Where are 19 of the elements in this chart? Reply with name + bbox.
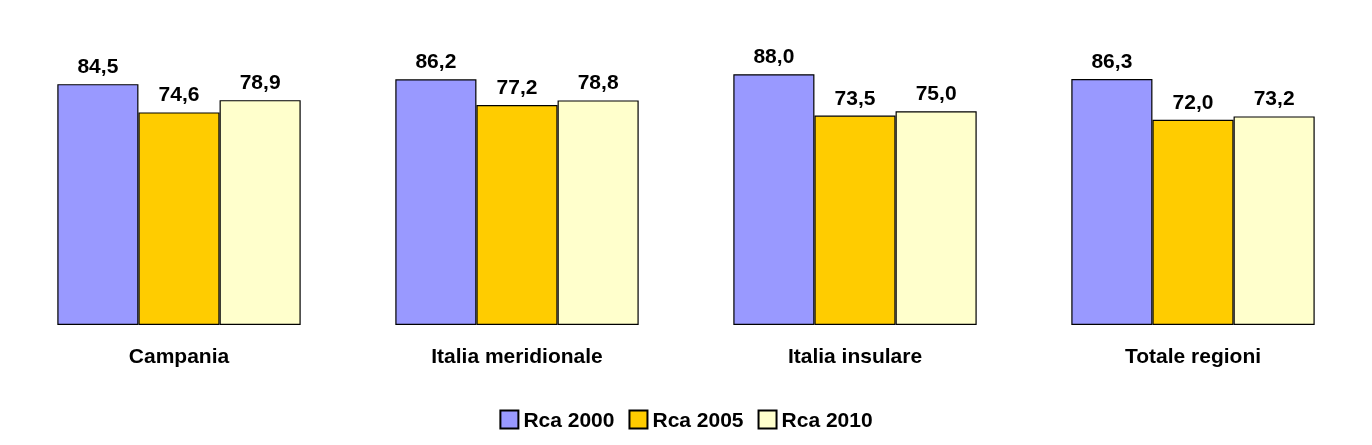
data-label: 77,2 (496, 74, 538, 98)
data-label: 86,3 (1091, 49, 1133, 73)
data-label: 78,8 (577, 70, 619, 94)
x-tick-label: Italia insulare (787, 344, 923, 367)
data-label: 73,5 (834, 85, 876, 109)
data-label: 84,5 (77, 54, 119, 78)
x-tick-label: Campania (128, 344, 230, 367)
data-label: 72,0 (1172, 89, 1214, 113)
data-label: 78,9 (239, 70, 281, 94)
data-label: 86,2 (415, 49, 457, 73)
data-label: 74,6 (158, 82, 200, 106)
data-label: 73,2 (1253, 86, 1295, 110)
data-label: 75,0 (915, 81, 957, 105)
x-tick-label: Totale regioni (1124, 344, 1262, 367)
data-label: 88,0 (753, 44, 795, 68)
x-tick-label: Italia meridionale (431, 344, 603, 367)
legend-label: Rca 2005 (652, 408, 744, 431)
legend-label: Rca 2000 (523, 408, 615, 431)
legend-label: Rca 2010 (781, 408, 873, 431)
